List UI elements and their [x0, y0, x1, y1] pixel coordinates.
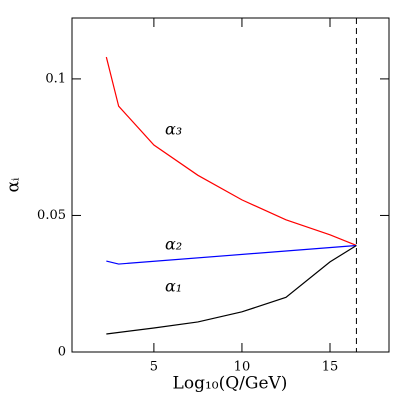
- series-label: α₂: [165, 235, 182, 254]
- y-tick-label: 0.05: [37, 208, 66, 223]
- series-label: α₃: [165, 120, 182, 139]
- series-label: α₁: [165, 277, 182, 296]
- x-tick-label: 5: [150, 360, 158, 375]
- line: [105, 56, 357, 247]
- plot-frame: [71, 17, 390, 353]
- y-tick-label: 0.1: [45, 71, 66, 86]
- line: [106, 244, 357, 335]
- x-tick-label: 15: [322, 360, 339, 375]
- x-tick-label: 10: [234, 360, 251, 375]
- x-axis-label: Log₁₀(Q/GeV): [173, 374, 288, 394]
- y-axis-label: αᵢ: [4, 177, 24, 192]
- line: [106, 244, 357, 265]
- y-tick-label: 0: [58, 345, 66, 360]
